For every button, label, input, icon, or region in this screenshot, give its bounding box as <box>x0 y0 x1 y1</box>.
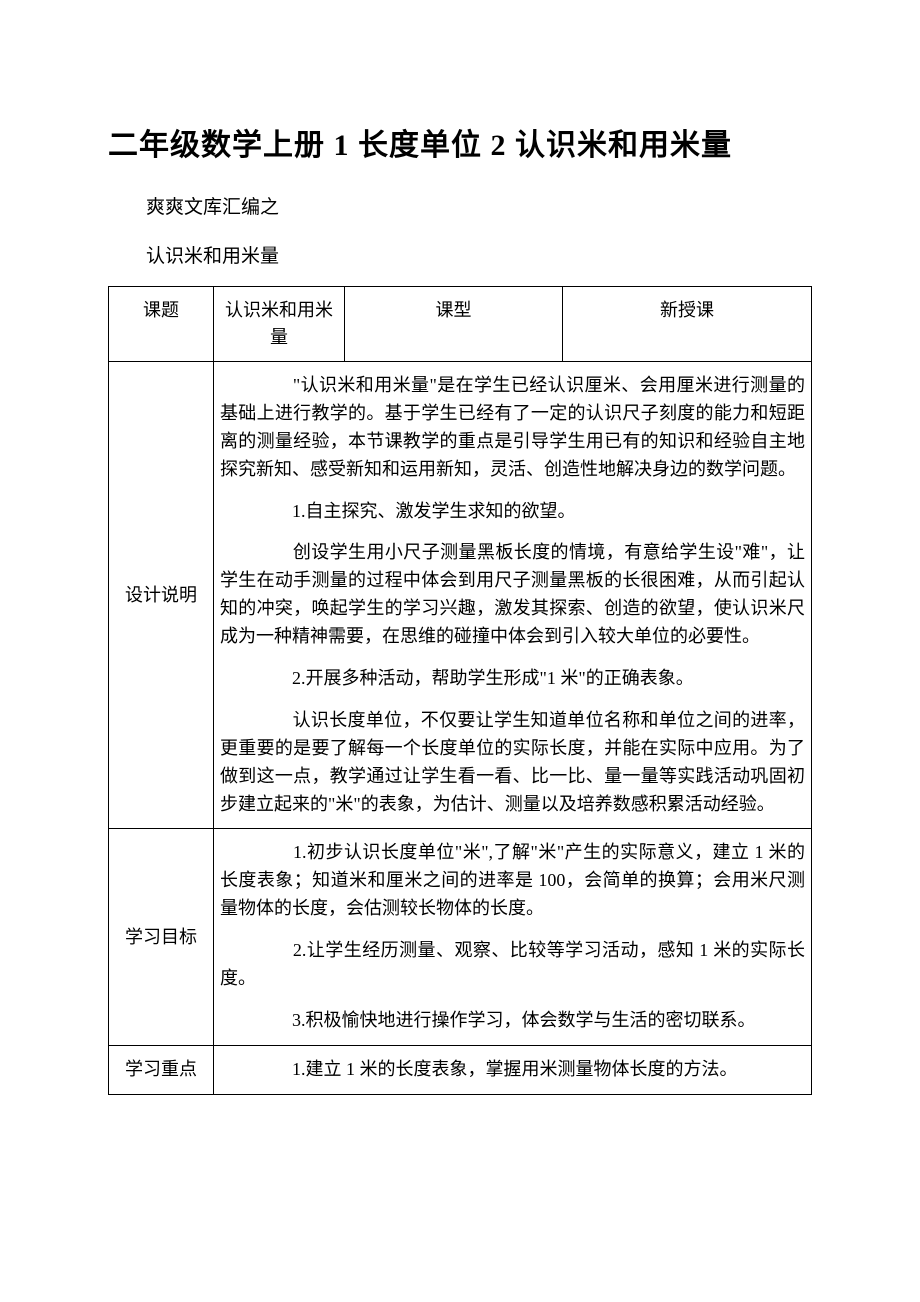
cell-topic-value: 认识米和用米量 <box>214 287 345 362</box>
paragraph: "认识米和用米量"是在学生已经认识厘米、会用厘米进行测量的基础上进行教学的。基于… <box>220 372 805 484</box>
cell-classtype-value: 新授课 <box>563 287 812 362</box>
paragraph: 1.自主探究、激发学生求知的欲望。 <box>220 498 805 526</box>
cell-classtype-label: 课型 <box>345 287 563 362</box>
cell-design-label: 设计说明 <box>109 362 214 829</box>
paragraph: 认识长度单位，不仅要让学生知道单位名称和单位之间的进率，更重要的是要了解每一个长… <box>220 707 805 819</box>
subtitle: 认识米和用米量 <box>108 241 812 268</box>
page: 二年级数学上册 1 长度单位 2 认识米和用米量 爽爽文库汇编之 认识米和用米量… <box>0 0 920 1155</box>
paragraph: 3.积极愉快地进行操作学习，体会数学与生活的密切联系。 <box>220 1007 805 1035</box>
cell-goals-label: 学习目标 <box>109 829 214 1045</box>
table-row: 学习重点 1.建立 1 米的长度表象，掌握用米测量物体长度的方法。 <box>109 1045 812 1094</box>
cell-keypoint-body: 1.建立 1 米的长度表象，掌握用米测量物体长度的方法。 <box>214 1045 812 1094</box>
source-line: 爽爽文库汇编之 <box>108 192 812 219</box>
paragraph: 1.建立 1 米的长度表象，掌握用米测量物体长度的方法。 <box>220 1056 805 1084</box>
paragraph: 1.初步认识长度单位"米",了解"米"产生的实际意义，建立 1 米的长度表象；知… <box>220 839 805 923</box>
cell-goals-body: 1.初步认识长度单位"米",了解"米"产生的实际意义，建立 1 米的长度表象；知… <box>214 829 812 1045</box>
lesson-table: 课题 认识米和用米量 课型 新授课 设计说明 "认识米和用米量"是在学生已经认识… <box>108 286 812 1095</box>
cell-design-body: "认识米和用米量"是在学生已经认识厘米、会用厘米进行测量的基础上进行教学的。基于… <box>214 362 812 829</box>
cell-topic-label: 课题 <box>109 287 214 362</box>
cell-keypoint-label: 学习重点 <box>109 1045 214 1094</box>
table-row: 设计说明 "认识米和用米量"是在学生已经认识厘米、会用厘米进行测量的基础上进行教… <box>109 362 812 829</box>
paragraph: 2.让学生经历测量、观察、比较等学习活动，感知 1 米的实际长度。 <box>220 937 805 993</box>
table-row: 学习目标 1.初步认识长度单位"米",了解"米"产生的实际意义，建立 1 米的长… <box>109 829 812 1045</box>
document-title: 二年级数学上册 1 长度单位 2 认识米和用米量 <box>108 120 812 164</box>
table-row: 课题 认识米和用米量 课型 新授课 <box>109 287 812 362</box>
paragraph: 创设学生用小尺子测量黑板长度的情境，有意给学生设"难"，让学生在动手测量的过程中… <box>220 539 805 651</box>
paragraph: 2.开展多种活动，帮助学生形成"1 米"的正确表象。 <box>220 665 805 693</box>
